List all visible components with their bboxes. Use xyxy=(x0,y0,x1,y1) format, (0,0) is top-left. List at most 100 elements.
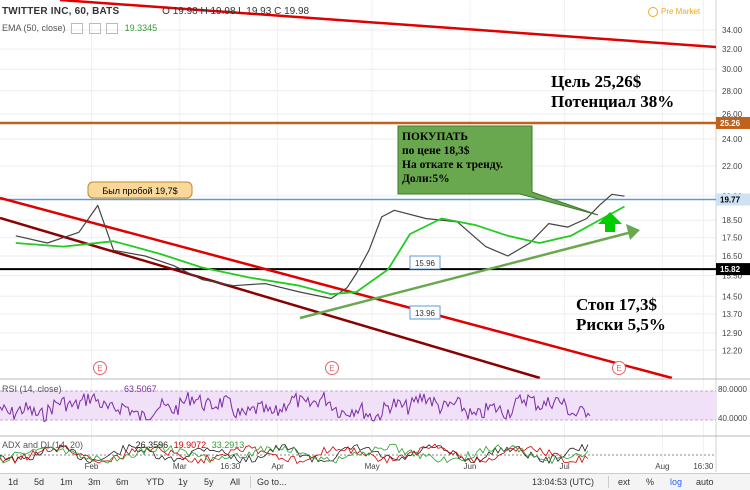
x-tick-label: Jun xyxy=(464,462,477,471)
earnings-marker xyxy=(612,361,626,375)
trend-arrow-line xyxy=(299,230,633,320)
earnings-label: E xyxy=(616,364,621,373)
y-axis-labels: 34.0032.0030.0028.0026.0024.0022.0020.00… xyxy=(722,26,743,355)
log-toggle[interactable]: log xyxy=(670,477,683,487)
callout-line4: Доли:5% xyxy=(402,173,450,185)
callout-line2: по цене 18,3$ xyxy=(402,145,470,157)
di-plus-line xyxy=(0,443,589,465)
range-1m[interactable]: 1m xyxy=(60,477,73,487)
percent-toggle[interactable]: % xyxy=(646,477,655,487)
stop-line2: Риски 5,5% xyxy=(576,315,666,334)
breakout-label-bg xyxy=(87,181,193,199)
callout-line1: ПОКУПАТЬ xyxy=(402,131,468,143)
goto-button[interactable]: Go to... xyxy=(257,477,287,487)
rsi-band xyxy=(0,391,716,420)
earnings-marker xyxy=(93,361,107,375)
clock-time: 13:04:53 (UTC) xyxy=(532,477,595,487)
x-tick-label: Feb xyxy=(85,462,99,471)
buy-callout-box xyxy=(397,125,599,216)
earnings-marker xyxy=(325,361,339,375)
rsi-tick-label: 40.0000 xyxy=(718,414,747,423)
support-price-tag-bg xyxy=(716,263,750,276)
resistance-line-mid xyxy=(0,196,673,380)
rsi-pane: 80.0000 40.0000 xyxy=(0,378,750,423)
overlays: 25.26 19.77 15.82 Был пробой 19,7$ 15.96 13.9… xyxy=(87,116,750,375)
y-tick-label: 18.50 xyxy=(722,216,743,225)
bottom-toolbar: 1d 5d 1m 3m 6m YTD 1y 5y All Go to... 13… xyxy=(0,473,750,490)
toolbar-divider xyxy=(608,476,609,488)
channel-line xyxy=(0,216,541,380)
y-tick-label: 13.70 xyxy=(722,310,743,319)
close-icon[interactable] xyxy=(106,23,119,35)
adx-value-1: 26.3596 xyxy=(135,440,169,450)
ext-toggle[interactable]: ext xyxy=(618,477,631,487)
tag-13-96-bg xyxy=(409,305,441,320)
range-1d[interactable]: 1d xyxy=(8,477,19,487)
eye-icon[interactable] xyxy=(71,23,84,35)
buy-up-arrow xyxy=(598,212,622,232)
x-tick-label: Mar xyxy=(173,462,187,471)
series-layer xyxy=(15,193,625,300)
y-tick-label: 34.00 xyxy=(722,26,743,35)
premarket-indicator[interactable]: Pre Market xyxy=(648,7,700,17)
x-tick-label: Aug xyxy=(655,462,669,471)
auto-toggle[interactable]: auto xyxy=(696,477,714,487)
range-1y[interactable]: 1y xyxy=(178,477,188,487)
y-tick-label: 30.00 xyxy=(722,65,743,74)
premarket-label: Pre Market xyxy=(661,7,701,17)
x-tick-label: 16:30 xyxy=(693,462,714,471)
symbol-title: TWITTER INC, 60, BATS xyxy=(2,6,120,17)
premarket-icon xyxy=(648,7,658,17)
adx-value-3: 33.2913 xyxy=(211,440,245,450)
y-tick-label: 14.50 xyxy=(722,292,743,301)
toolbar-divider xyxy=(250,476,251,488)
rsi-label: RSI (14, close) xyxy=(2,384,62,394)
x-tick-label: 16:30 xyxy=(220,462,241,471)
trend-arrow-head xyxy=(626,224,640,240)
y-tick-label: 12.90 xyxy=(722,329,743,338)
buy-callout-text: ПОКУПАТЬ по цене 18,3$ На откате к тренд… xyxy=(402,130,503,186)
range-6m[interactable]: 6m xyxy=(116,477,129,487)
target-price-tag: 25.26 xyxy=(720,119,741,128)
resistance-line-top xyxy=(59,0,717,49)
x-axis-labels: Feb Mar 16:30 Apr May Jun Jul Aug 16:30 xyxy=(85,462,714,471)
x-tick-label: Jul xyxy=(559,462,569,471)
ema-label: EMA (50, close) xyxy=(2,23,66,33)
callout-line3: На откате к тренду. xyxy=(402,159,504,171)
adx-label: ADX and DI (14, 20) xyxy=(2,440,84,450)
x-tick-label: Apr xyxy=(271,462,284,471)
ohlc-values: O 19.98 H 19.98 L 19.93 C 19.98 xyxy=(162,6,310,17)
range-3m[interactable]: 3m xyxy=(88,477,101,487)
range-5y[interactable]: 5y xyxy=(204,477,214,487)
range-all[interactable]: All xyxy=(230,477,241,487)
indicator-row: EMA (50, close) 19.3345 xyxy=(2,23,158,35)
y-tick-label: 15.50 xyxy=(722,271,743,280)
y-tick-label: 28.00 xyxy=(722,87,743,96)
trend-lines xyxy=(0,0,717,380)
range-ytd[interactable]: YTD xyxy=(146,477,164,487)
stop-annotation: Стоп 17,3$ Риски 5,5% xyxy=(576,295,666,335)
rsi-value: 63.5067 xyxy=(124,384,157,394)
tag-15-96-bg xyxy=(409,255,441,270)
range-5d[interactable]: 5d xyxy=(34,477,45,487)
price-line xyxy=(15,193,625,300)
y-tick-label: 17.50 xyxy=(722,234,743,243)
adx-value-2: 19.9072 xyxy=(173,440,207,450)
y-tick-label: 24.00 xyxy=(722,135,743,144)
settings-icon[interactable] xyxy=(88,23,101,35)
earnings-label: E xyxy=(329,364,334,373)
breakout-price-tag-bg xyxy=(716,193,750,206)
tag-13-96: 13.96 xyxy=(415,309,436,318)
rsi-line xyxy=(0,390,591,423)
target-price-tag-bg xyxy=(716,116,750,129)
y-tick-label: 12.20 xyxy=(722,346,743,355)
rsi-tick-label: 80.0000 xyxy=(718,385,747,394)
target-annotation: Цель 25,26$ Потенциал 38% xyxy=(551,72,674,112)
breakout-price-tag: 19.77 xyxy=(720,195,741,204)
ema-value: 19.3345 xyxy=(124,23,158,33)
tag-15-96: 15.96 xyxy=(415,259,436,268)
di-minus-line xyxy=(0,443,589,465)
y-tick-label: 22.00 xyxy=(722,162,743,171)
chart-header: TWITTER INC, 60, BATS O 19.98 H 19.98 L … xyxy=(2,6,309,17)
